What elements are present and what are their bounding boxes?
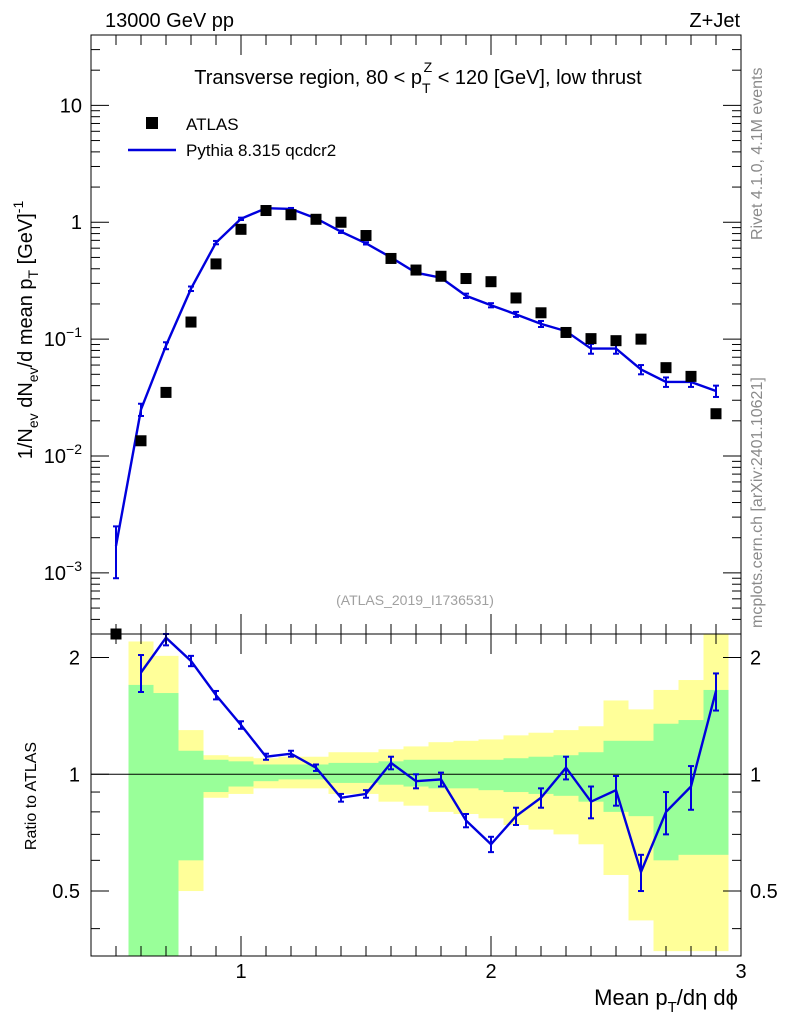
ratio-ylabel: Ratio to ATLAS <box>23 742 40 850</box>
atlas-data-point <box>460 273 472 285</box>
main-ytick-label: 10−1 <box>44 324 82 351</box>
atlas-data-point <box>410 264 422 276</box>
atlas-data-point <box>510 292 522 304</box>
ratio-marks <box>138 633 719 893</box>
atlas-data-point <box>535 307 547 319</box>
ratio-line <box>140 635 718 876</box>
ratio-ytick-label-left: 2 <box>69 648 80 670</box>
atlas-data-point <box>585 333 597 345</box>
ratio-xtick-label: 3 <box>735 961 746 983</box>
ratio-ytick-label-left: 1 <box>69 764 80 786</box>
ratio-xtick-label: 1 <box>235 961 246 983</box>
ratio-ytick-label-right: 0.5 <box>750 881 778 903</box>
atlas-data-point <box>310 213 322 225</box>
pythia-line <box>114 206 717 547</box>
ratio-xlabel: Mean pT/dη dϕ <box>594 985 738 1016</box>
legend-label-pythia: Pythia 8.315 qcdcr2 <box>186 141 336 160</box>
atlas-data-point <box>135 435 147 447</box>
ratio-ytick-label-right: 2 <box>750 648 761 670</box>
ratio-ticks: 0.5 0.5 1 1 2 2 1 2 3 <box>52 634 778 983</box>
atlas-data-point <box>285 209 297 221</box>
atlas-data-point <box>435 270 447 282</box>
ratio-band-inner <box>478 759 504 791</box>
atlas-data-point <box>360 230 372 242</box>
atlas-data-point <box>185 316 197 328</box>
atlas-data-point <box>660 362 672 374</box>
ratio-band-inner <box>503 758 529 793</box>
ratio-band-inner <box>703 689 729 855</box>
process-label: Z+Jet <box>689 10 740 32</box>
atlas-data-point <box>385 252 397 264</box>
ratio-band-inner <box>178 750 204 861</box>
main-panel: 10−3 10−2 10−1 1 10 Transverse region, 80 < … <box>10 34 742 640</box>
atlas-data-point <box>685 370 697 382</box>
main-title: Transverse region, 80 < pTZ < 120 [GeV],… <box>194 59 642 96</box>
ratio-ytick-label-left: 0.5 <box>52 881 80 903</box>
ratio-xtick-label: 2 <box>485 961 496 983</box>
legend: ATLAS Pythia 8.315 qcdcr2 <box>128 115 336 160</box>
atlas-data-point <box>235 223 247 235</box>
main-ytick-label: 10−3 <box>44 558 82 585</box>
ratio-band-inner <box>328 762 354 783</box>
main-ticks: 10−3 10−2 10−1 1 10 <box>44 34 742 635</box>
main-marks <box>110 205 722 640</box>
ratio-band-inner <box>203 759 229 793</box>
watermark: (ATLAS_2019_I1736531) <box>336 592 494 608</box>
ratio-band-inner <box>128 684 154 956</box>
ratio-panel: 0.5 0.5 1 1 2 2 1 2 3 Ratio to ATLAS Mean pT/dη … <box>23 633 778 1016</box>
ratio-bands <box>128 634 729 956</box>
ratio-band-inner <box>278 764 304 780</box>
main-ylabel: 1/Nev dNev/d mean pT [GeV]-1 <box>10 201 41 460</box>
atlas-data-point <box>635 333 647 345</box>
atlas-data-point <box>560 326 572 338</box>
atlas-data-point <box>610 335 622 347</box>
energy-label: 13000 GeV pp <box>105 10 234 32</box>
main-ytick-label: 10 <box>60 95 82 117</box>
atlas-data-point <box>485 276 497 288</box>
legend-marker-atlas <box>146 117 158 129</box>
atlas-data-point <box>710 408 722 420</box>
atlas-data-point <box>335 216 347 228</box>
atlas-data-point <box>210 258 222 270</box>
rivet-label: Rivet 4.1.0, 4.1M events <box>749 67 766 240</box>
mcplots-label: mcplots.cern.ch [arXiv:2401.10621] <box>749 377 766 628</box>
main-ytick-label: 10−2 <box>44 441 82 468</box>
main-ytick-label: 1 <box>71 212 82 234</box>
atlas-data-point <box>260 205 272 217</box>
legend-label-atlas: ATLAS <box>186 115 239 134</box>
ratio-band-inner <box>628 740 654 817</box>
atlas-data-point <box>160 386 172 398</box>
ratio-ytick-label-right: 1 <box>750 764 761 786</box>
ratio-band-inner <box>153 693 179 956</box>
ratio-band-inner <box>253 764 279 782</box>
ratio-band-inner <box>353 762 379 783</box>
